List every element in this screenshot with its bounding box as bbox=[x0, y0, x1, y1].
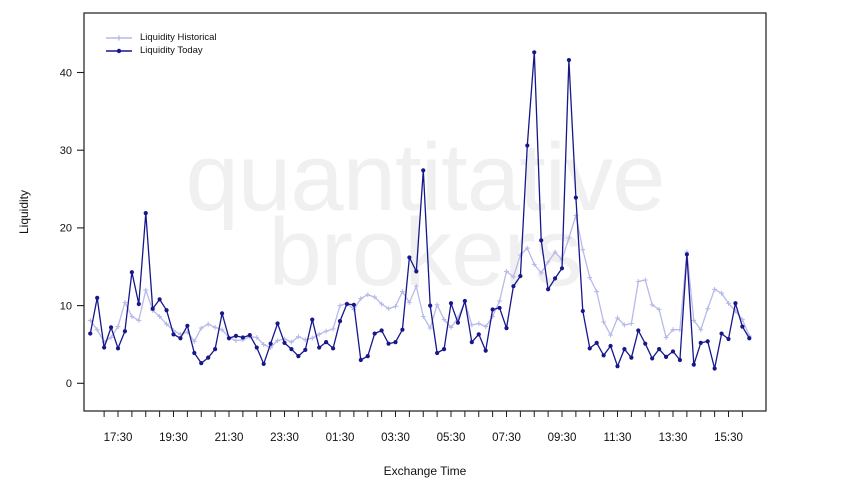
svg-text:40: 40 bbox=[60, 67, 72, 79]
svg-text:15:30: 15:30 bbox=[714, 432, 743, 444]
svg-text:30: 30 bbox=[60, 145, 72, 157]
svg-text:10: 10 bbox=[60, 300, 72, 312]
svg-text:07:30: 07:30 bbox=[492, 432, 521, 444]
historical-line-sample-icon bbox=[106, 34, 132, 41]
svg-text:05:30: 05:30 bbox=[437, 432, 466, 444]
series-line bbox=[89, 51, 750, 370]
plot-box bbox=[83, 12, 767, 412]
svg-text:21:30: 21:30 bbox=[215, 432, 244, 444]
y-axis-title: Liquidity bbox=[17, 189, 31, 235]
legend-item-today: Liquidity Today bbox=[104, 44, 217, 57]
svg-text:09:30: 09:30 bbox=[548, 432, 577, 444]
svg-text:17:30: 17:30 bbox=[104, 432, 133, 444]
svg-text:19:30: 19:30 bbox=[159, 432, 188, 444]
x-axis-ticks bbox=[103, 411, 743, 417]
svg-text:20: 20 bbox=[60, 223, 72, 235]
y-axis-ticks: 0 10 20 30 40 bbox=[60, 67, 84, 390]
x-axis-tick-labels: 17:30 19:30 21:30 23:30 01:30 03:30 05:30 07:30… bbox=[104, 432, 743, 444]
chart-legend: Liquidity Historical Liquidity Today bbox=[104, 31, 217, 57]
svg-text:11:30: 11:30 bbox=[604, 432, 632, 444]
svg-text:0: 0 bbox=[66, 378, 72, 390]
series-liquidity-today bbox=[88, 50, 752, 371]
series-line bbox=[89, 214, 750, 349]
svg-text:01:30: 01:30 bbox=[326, 432, 355, 444]
series-liquidity-historical bbox=[87, 213, 752, 350]
svg-text:03:30: 03:30 bbox=[381, 432, 410, 444]
legend-label-historical: Liquidity Historical bbox=[140, 32, 217, 43]
svg-text:23:30: 23:30 bbox=[270, 432, 299, 444]
legend-label-today: Liquidity Today bbox=[140, 45, 203, 56]
today-line-sample-icon bbox=[106, 48, 132, 53]
legend-item-historical: Liquidity Historical bbox=[104, 31, 217, 44]
x-axis-title: Exchange Time bbox=[383, 464, 467, 478]
svg-text:13:30: 13:30 bbox=[659, 432, 688, 444]
